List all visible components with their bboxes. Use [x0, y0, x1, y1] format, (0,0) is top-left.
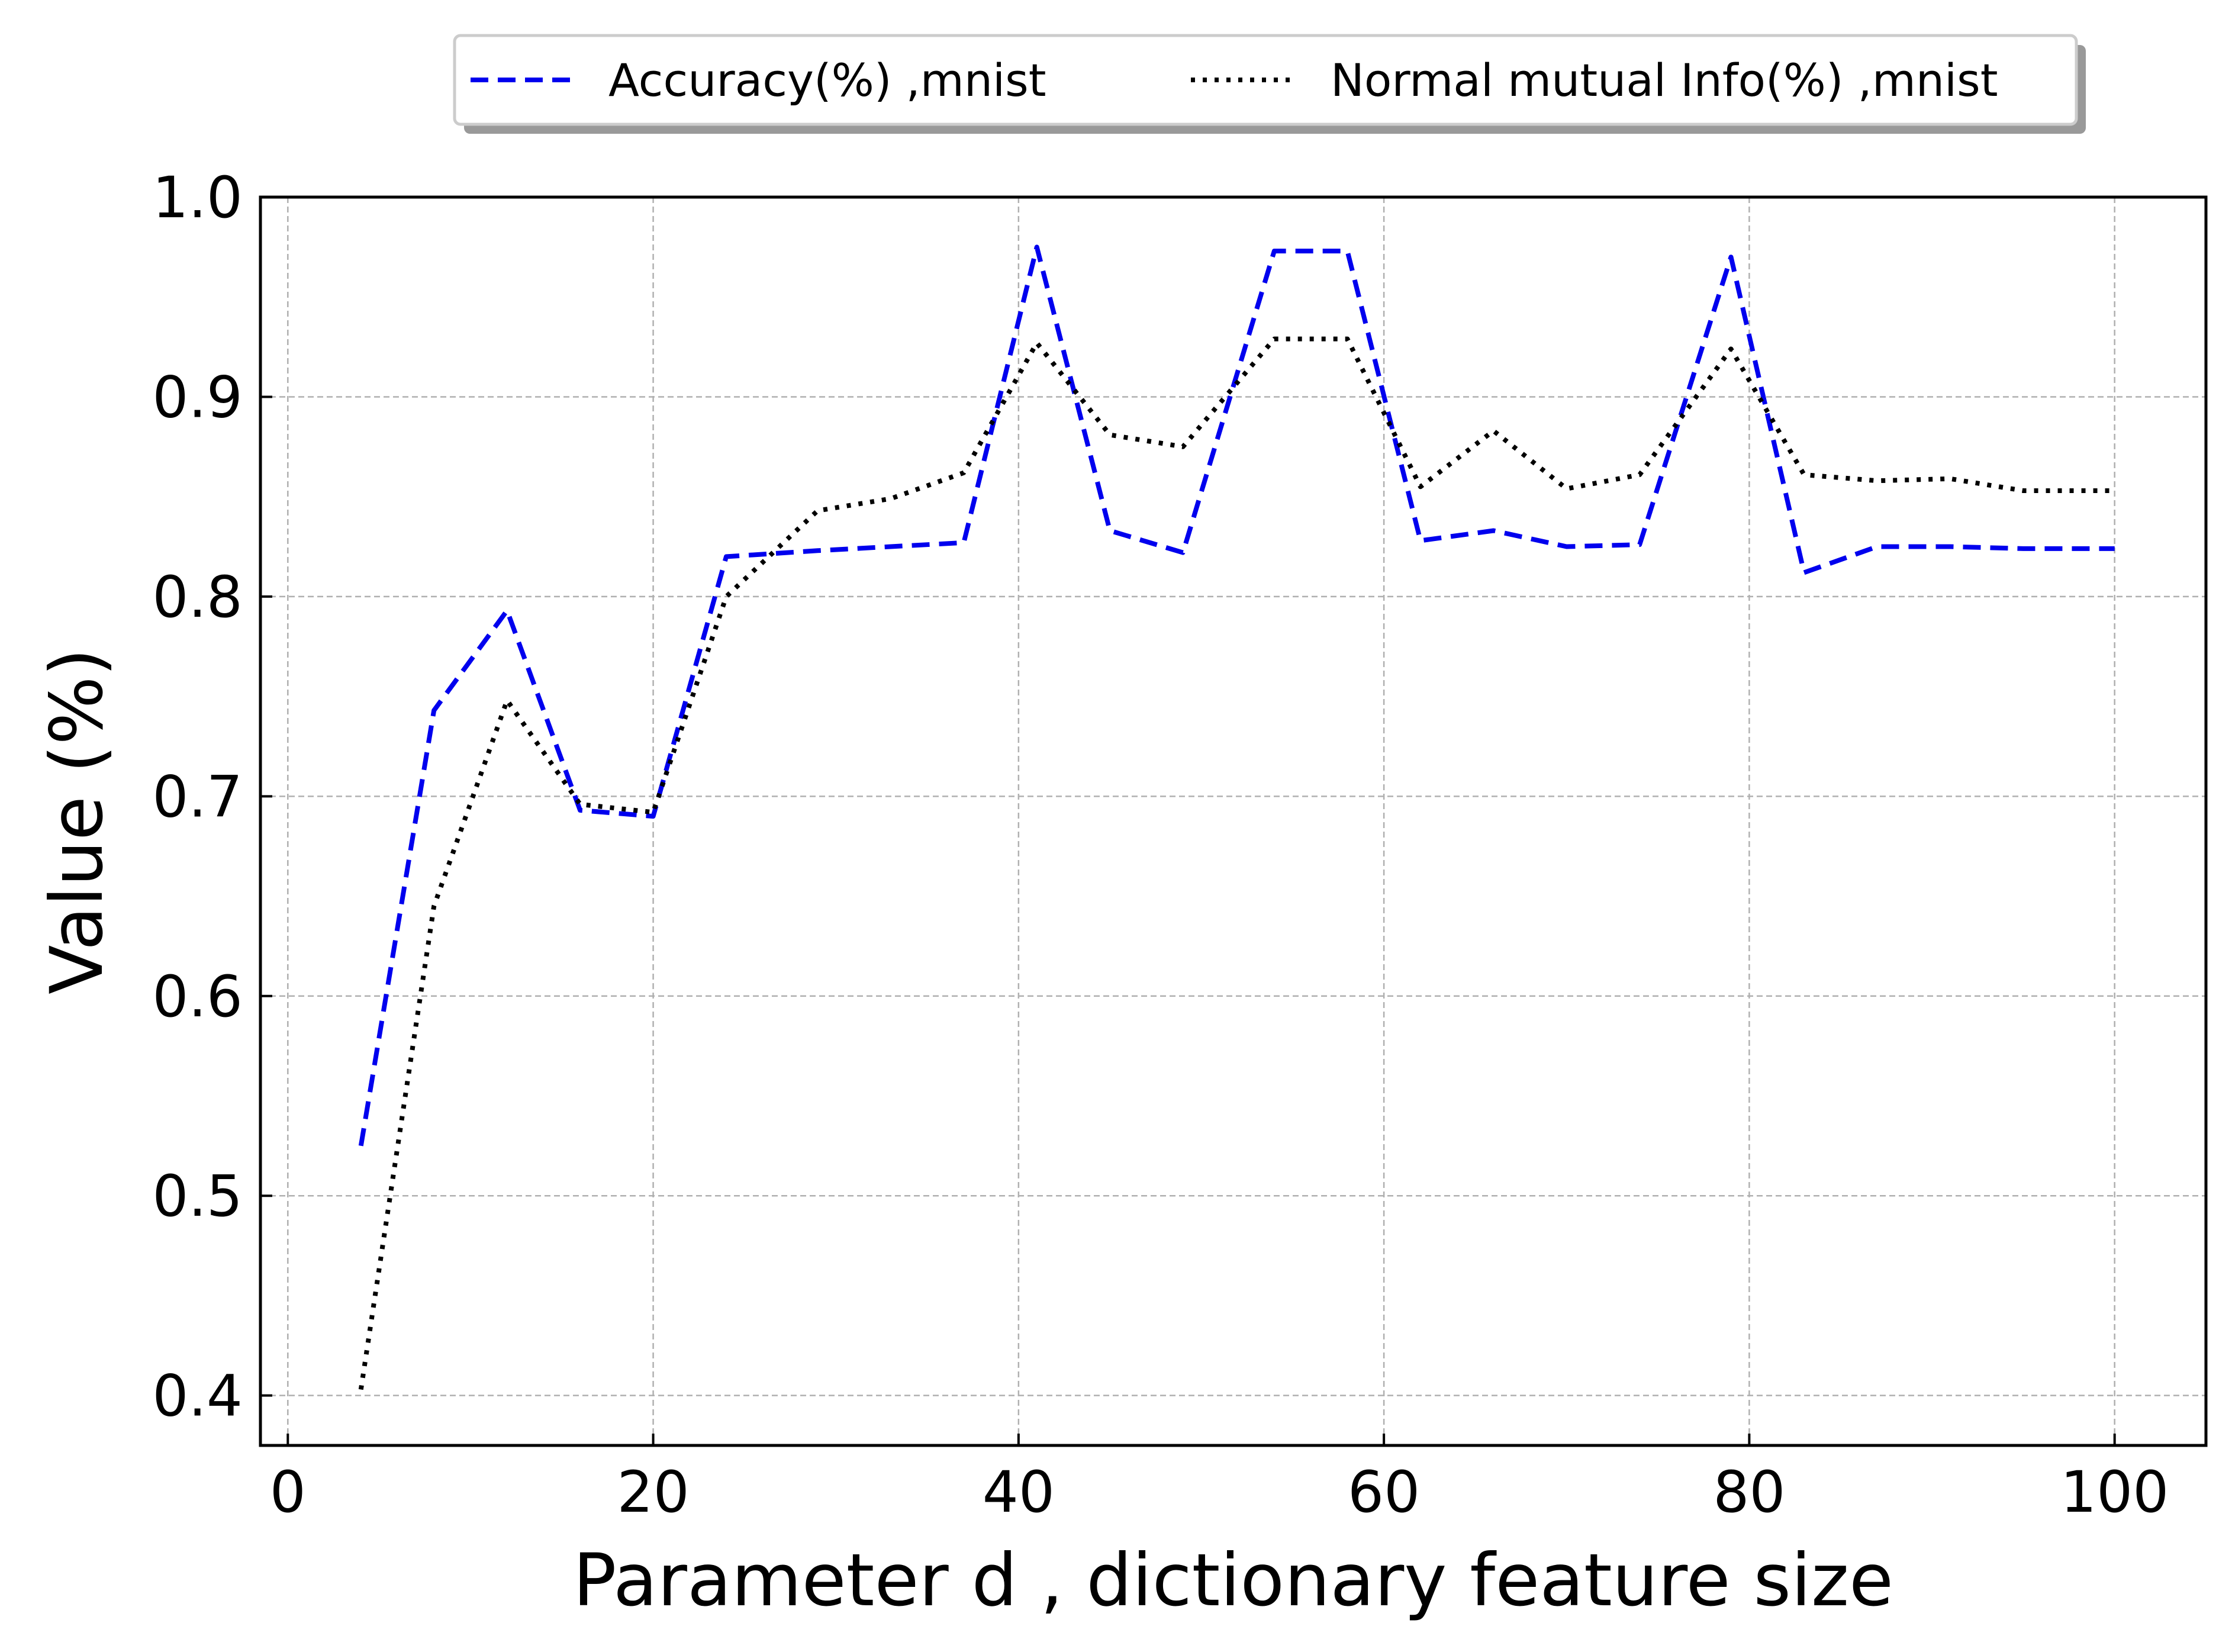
x-tick-label: 20 [617, 1459, 689, 1525]
legend-label-nmi: Normal mutual Info(%) ,mnist [1331, 54, 1998, 107]
y-tick-label: 0.5 [152, 1163, 243, 1229]
y-tick-label: 0.9 [152, 364, 243, 430]
y-tick-label: 0.4 [152, 1363, 243, 1429]
series-line-nmi [358, 336, 2115, 1390]
x-tick-label: 100 [2060, 1459, 2169, 1525]
axis-ticks: 0 20 40 60 80 100 0.4 0.5 0.6 0.7 0.8 0.9 1.0 [152, 165, 2169, 1525]
y-tick-label: 1.0 [152, 165, 243, 231]
x-tick-label: 40 [983, 1459, 1055, 1525]
series-line-accuracy [358, 244, 2115, 1147]
x-tick-label: 80 [1713, 1459, 1785, 1525]
x-tick-label: 0 [270, 1459, 306, 1525]
x-axis-label: Parameter d , dictionary feature size [573, 1538, 1893, 1622]
plot-frame [259, 195, 2208, 1447]
y-axis-label: Value (%) [35, 648, 119, 994]
legend-label-accuracy: Accuracy(%) ,mnist [608, 54, 1046, 107]
x-tick-label: 60 [1348, 1459, 1420, 1525]
y-tick-label: 0.8 [152, 564, 243, 630]
y-tick-label: 0.7 [152, 764, 243, 830]
legend: Accuracy(%) ,mnist Normal mutual Info(%)… [453, 34, 2086, 134]
series-group [358, 244, 2115, 1390]
y-tick-label: 0.6 [152, 964, 243, 1030]
